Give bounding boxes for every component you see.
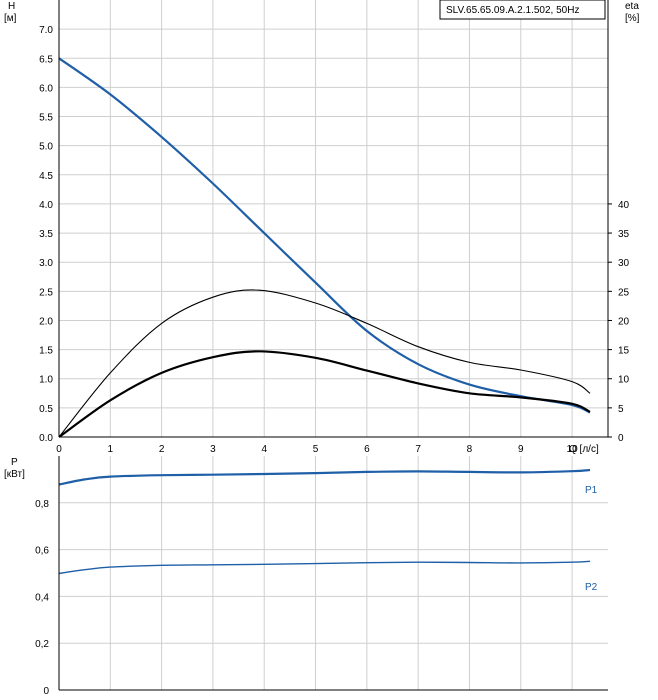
right-y-tick-label: 30 <box>618 258 630 269</box>
upper-y-axis-title: H <box>8 1 15 12</box>
upper-y-tick-label: 5.0 <box>39 142 53 153</box>
tick-layer: 0 1 2 3 4 5 6 7 8 9 10 0.0 0.5 1.0 1.5 2.0 2.5 3.0 3.5 4.0 4… <box>35 25 629 697</box>
p1-series-label: P1 <box>585 485 598 496</box>
x-tick-label: 1 <box>108 444 114 455</box>
right-y-axis-unit: [%] <box>625 13 640 24</box>
upper-y-tick-label: 6.5 <box>39 54 53 65</box>
efficiency-curve-total <box>58 350 591 438</box>
upper-y-tick-label: 6.0 <box>39 83 53 94</box>
upper-y-tick-label: 5.5 <box>39 113 53 124</box>
efficiency-curve-hydraulic <box>58 289 591 438</box>
right-y-tick-label: 15 <box>618 346 630 357</box>
p2-series-label: P2 <box>585 582 598 593</box>
lower-y-axis-unit: [кВт] <box>4 469 25 480</box>
upper-y-tick-label: 1.5 <box>39 346 53 357</box>
right-y-tick-label: 10 <box>618 375 630 386</box>
curve-layer <box>58 57 591 575</box>
x-tick-label: 9 <box>518 444 524 455</box>
lower-y-tick-label: 0,6 <box>35 546 49 557</box>
x-axis-label: Q [л/с] <box>569 444 599 455</box>
x-tick-label: 2 <box>159 444 165 455</box>
right-y-tick-label: 40 <box>618 200 630 211</box>
x-tick-label: 6 <box>364 444 370 455</box>
x-tick-label: 10 <box>567 444 579 455</box>
right-y-tick-label: 20 <box>618 316 630 327</box>
upper-y-tick-label: 0.0 <box>39 433 53 444</box>
head-curve <box>58 57 591 414</box>
right-y-tick-label: 25 <box>618 287 630 298</box>
grid-layer <box>58 0 608 691</box>
upper-y-tick-label: 1.0 <box>39 375 53 386</box>
right-y-tick-label: 35 <box>618 229 630 240</box>
upper-y-tick-label: 4.0 <box>39 200 53 211</box>
x-tick-label: 5 <box>313 444 319 455</box>
right-y-tick-label: 0 <box>618 433 624 444</box>
frame-layer <box>58 0 612 691</box>
right-y-axis-title: eta <box>625 1 639 12</box>
upper-y-tick-label: 4.5 <box>39 171 53 182</box>
chart-title: SLV.65.65.09.A.2.1.502, 50Hz <box>446 5 579 16</box>
p1-curve <box>58 468 591 486</box>
lower-y-tick-label: 0,8 <box>35 499 49 510</box>
title-box <box>439 0 606 20</box>
lower-y-tick-label: 0 <box>43 686 49 697</box>
right-y-tick-label: 5 <box>618 404 624 415</box>
x-tick-label: 3 <box>210 444 216 455</box>
upper-y-tick-label: 0.5 <box>39 404 53 415</box>
x-tick-label: 0 <box>56 444 62 455</box>
upper-y-tick-label: 2.5 <box>39 287 53 298</box>
lower-y-axis-title: P <box>11 457 18 468</box>
upper-y-tick-label: 2.0 <box>39 316 53 327</box>
upper-y-tick-label: 7.0 <box>39 25 53 36</box>
upper-y-tick-label: 3.0 <box>39 258 53 269</box>
x-tick-label: 7 <box>415 444 421 455</box>
lower-y-tick-label: 0,4 <box>35 592 49 603</box>
x-tick-label: 4 <box>261 444 267 455</box>
p2-curve <box>58 560 591 575</box>
lower-y-tick-label: 0,2 <box>35 639 49 650</box>
upper-y-axis-unit: [м] <box>4 13 17 24</box>
upper-y-tick-label: 3.5 <box>39 229 53 240</box>
x-tick-label: 8 <box>467 444 473 455</box>
